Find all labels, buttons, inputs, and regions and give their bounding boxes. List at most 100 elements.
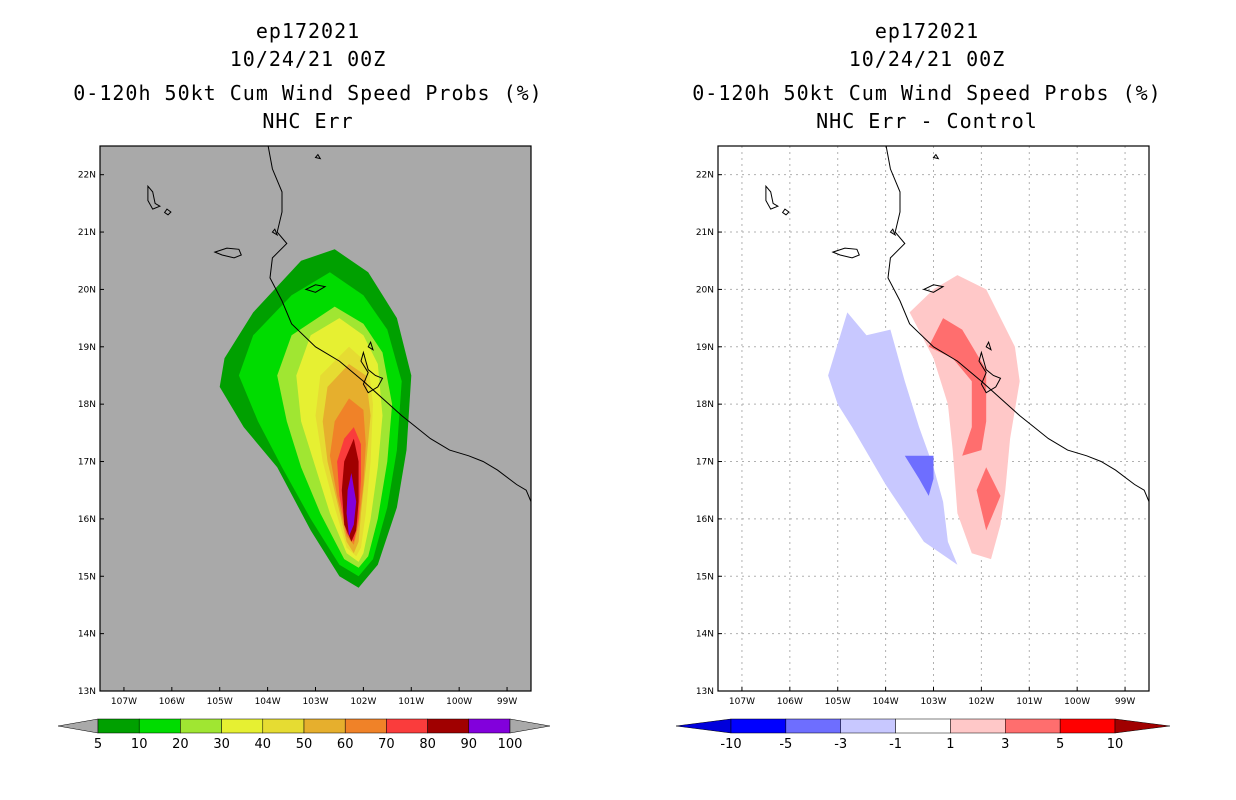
colorbar-label: 1 [946,737,954,752]
right-colorbar: -10 -5 -3 -1 1 3 5 10 [675,718,1171,752]
island-outline [985,340,992,351]
island-outline [889,228,897,237]
island-outline [978,350,1002,394]
contour--3to-5 [904,455,934,496]
x-tick-label: 101W [398,697,424,707]
colorbar-label: 5 [94,737,102,752]
y-tick-label: 19N [78,343,96,353]
colorbar-swatch [262,718,305,734]
y-tick-label: 22N [696,171,714,181]
x-tick-label: 103W [302,697,328,707]
right-title-variant: NHC Err - Control [816,109,1038,133]
x-tick-label: 107W [729,697,755,707]
colorbar-swatch [138,718,181,734]
island-outline [213,247,242,259]
island-outline [360,350,384,394]
island-outline [304,284,327,293]
x-tick-label: 100W [1064,697,1090,707]
x-tick-label: 106W [777,697,803,707]
x-tick-label: 99W [497,697,517,707]
island-outline [271,228,279,237]
colorbar-label: 5 [1056,737,1064,752]
colorbar-swatch [1059,718,1116,734]
colorbar-label: -10 [720,737,741,752]
y-tick-label: 22N [78,171,96,181]
colorbar-label: 50 [296,737,313,752]
y-tick-label: 13N [78,687,96,697]
x-tick-label: 102W [350,697,376,707]
island-outline [147,184,162,210]
left-title-variant: NHC Err [262,109,354,133]
right-title-date: 10/24/21 00Z [848,47,1006,71]
colorbar-low-arrow [57,718,99,734]
island-outline [765,184,780,210]
y-tick-label: 17N [78,458,96,468]
contour--1to-3 [828,312,958,565]
x-tick-label: 99W [1115,697,1135,707]
colorbar-swatch [950,718,1006,734]
y-tick-label: 14N [78,630,96,640]
colorbar-swatch [344,718,387,734]
colorbar-label: -5 [779,737,792,752]
x-tick-label: 100W [446,697,472,707]
colorbar-label: 20 [172,737,189,752]
colorbar-high-arrow [1114,718,1171,734]
colorbar-low-arrow [675,718,732,734]
x-tick-label: 104W [873,697,899,707]
x-tick-label: 102W [968,697,994,707]
island-outline [932,153,940,160]
y-tick-label: 18N [78,400,96,410]
coastline [885,146,1149,502]
coastline [267,146,531,502]
colorbar-swatch [840,718,896,734]
y-tick-label: 15N [696,572,714,582]
island-outline [781,208,790,216]
contour-90 [346,473,357,537]
right-panel-title: ep172021 10/24/21 00Z 0-120h 50kt Cum Wi… [619,17,1235,135]
y-tick-label: 15N [78,572,96,582]
x-tick-label: 106W [159,697,185,707]
colorbar-swatch [180,718,222,734]
y-tick-label: 17N [696,458,714,468]
colorbar-label: 60 [337,737,354,752]
x-tick-label: 101W [1016,697,1042,707]
y-tick-label: 19N [696,343,714,353]
island-outline [831,247,860,259]
colorbar-high-arrow [509,718,551,734]
colorbar-label: 10 [131,737,148,752]
left-colorbar: 5 10 20 30 40 50 60 70 80 90 100 [57,718,551,752]
colorbar-label: 90 [461,737,478,752]
island-outline [314,153,322,160]
x-tick-label: 104W [255,697,281,707]
y-tick-label: 16N [696,515,714,525]
left-map-panel: 107W 106W 105W 104W 103W 102W 101W 100W 99W 13N 14… [78,145,532,707]
left-title-product: 0-120h 50kt Cum Wind Speed Probs (%) [73,81,543,105]
island-outline [367,340,374,351]
colorbar-swatch [730,718,787,734]
colorbar-label: 70 [378,737,395,752]
y-tick-label: 20N [78,285,96,295]
left-title-storm: ep172021 [255,19,361,43]
y-tick-label: 21N [696,228,714,238]
right-map-panel: 107W 106W 105W 104W 103W 102W 101W 100W 99W 13N 14… [696,145,1150,707]
colorbar-label: 100 [498,737,523,752]
y-tick-label: 13N [696,687,714,697]
x-tick-label: 103W [920,697,946,707]
right-title-product: 0-120h 50kt Cum Wind Speed Probs (%) [692,81,1162,105]
colorbar-label: -3 [834,737,847,752]
colorbar-label: 40 [255,737,272,752]
x-tick-label: 105W [207,697,233,707]
colorbar-label: 80 [419,737,436,752]
colorbar-swatch [386,718,428,734]
contour-3to5 [976,467,1001,531]
x-tick-label: 107W [111,697,137,707]
colorbar-label: -1 [889,737,902,752]
island-outline [922,284,945,293]
colorbar-swatch [895,718,951,734]
x-tick-label: 105W [825,697,851,707]
colorbar-label: 10 [1107,737,1124,752]
y-tick-label: 14N [696,630,714,640]
y-tick-label: 16N [78,515,96,525]
colorbar-label: 30 [213,737,230,752]
